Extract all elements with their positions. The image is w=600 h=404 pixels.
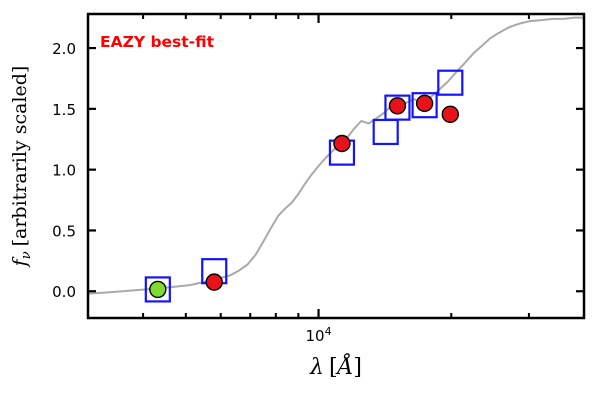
photometry-point: [415, 94, 434, 113]
x-axis-label-text: λ [Å]: [309, 352, 362, 380]
x-axis-label: λ [Å]: [309, 352, 362, 380]
model-flux-square: [411, 92, 438, 119]
model-flux-square: [437, 69, 464, 96]
eazy-best-fit-annotation: EAZY best-fit: [100, 33, 215, 51]
axis-tick-marks: [88, 14, 584, 318]
y-tick-label: 2.0: [52, 40, 76, 58]
y-axis-label-text: fν[arbitrarily scaled]: [9, 66, 34, 269]
y-tick-label: 1.0: [52, 162, 76, 180]
axes-frame: [86, 12, 586, 320]
photometry-point: [205, 273, 223, 291]
y-axis-label: fν[arbitrarily scaled]: [9, 66, 34, 269]
model-flux-square: [384, 94, 411, 121]
x-tick-label: 104: [305, 325, 331, 345]
model-flux-square: [144, 276, 171, 303]
photometry-point: [441, 105, 460, 124]
y-tick-label: 1.5: [52, 101, 76, 119]
y-tick-labels: 0.0 0.5 1.0 1.5 2.0: [52, 40, 76, 301]
photometry-point: [388, 97, 407, 115]
photometry-point: [333, 134, 351, 153]
y-tick-label: 0.0: [52, 283, 76, 301]
observed-photometry-markers: [149, 94, 460, 299]
photometry-point: [149, 280, 167, 299]
x-tick-labels: 104: [305, 325, 331, 345]
y-tick-label: 0.5: [52, 222, 76, 240]
axes-frame-rect: [86, 12, 586, 320]
